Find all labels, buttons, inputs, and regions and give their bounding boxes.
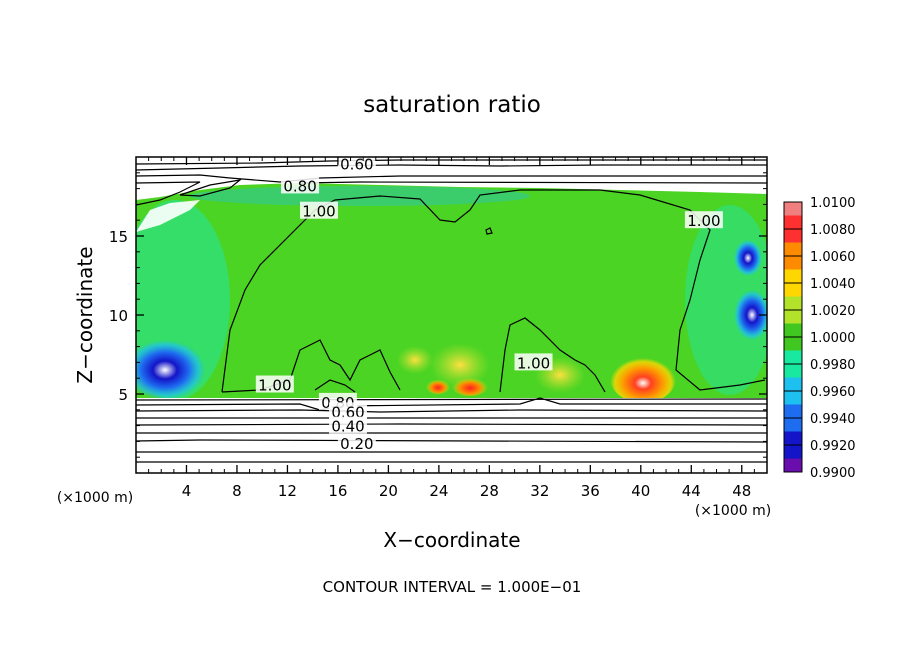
contour-label: 0.80 [283,177,316,195]
colorbar-segment [784,337,802,351]
contour-label: 1.00 [517,354,550,372]
x-tick-label: 12 [278,482,297,500]
colorbar-segment [784,458,802,472]
colorbar-segment [784,431,802,445]
colorbar-label: 1.0020 [810,304,856,319]
colorbar-label: 1.0040 [810,277,856,292]
colorbar: 1.0100 1.0080 1.0060 1.0040 1.0020 1.0000 0.99… [783,196,856,481]
y-tick-label: 15 [109,228,128,246]
contour-label: 0.60 [340,155,373,173]
colorbar-label: 1.0080 [810,223,856,238]
colorbar-segment [784,323,802,337]
x-tick-label: 32 [530,482,549,500]
colorbar-label: 0.9960 [810,385,856,400]
colorbar-segment [784,202,802,216]
contour-label-bg [337,433,376,451]
colorbar-segment [784,310,802,324]
y-tick-label: 5 [118,386,128,404]
contour-label-bg [329,402,368,420]
blue-zone-right [734,290,767,340]
x-axis: 4 8 12 16 20 24 28 32 36 40 44 48 [148,157,755,500]
x-unit-left: (×1000 m) [57,490,133,506]
yellow-patch-1 [430,343,490,387]
x-tick-label: 24 [429,482,448,500]
colorbar-segment [784,242,802,256]
contour-label: 0.40 [331,418,364,436]
colorbar-segment [784,269,802,283]
x-tick-label: 44 [682,482,701,500]
contour-label-bg [514,353,553,371]
plot-area [136,157,767,473]
y-tick-label: 10 [109,307,128,325]
colorbar-segment [784,215,802,229]
contour-label-bg [281,176,320,194]
colorbar-segment [784,377,802,391]
colorbar-segment [784,283,802,297]
contour-label: 0.20 [340,435,373,453]
colorbar-segment [784,364,802,378]
colorbar-label: 1.0000 [810,331,856,346]
x-axis-label: X−coordinate [383,528,520,552]
x-tick-label: 20 [379,482,398,500]
x-tick-label: 48 [732,482,751,500]
colorbar-segment [784,391,802,405]
colorbar-segment [784,418,802,432]
y-axis-label: Z−coordinate [73,246,97,383]
colorbar-label: 1.0100 [810,196,856,211]
contour-labels: 0.600.801.001.001.001.000.800.600.400.20 [255,154,723,453]
colorbar-label: 0.9920 [810,439,856,454]
contour-label-bg [329,416,368,434]
x-tick-label: 16 [328,482,347,500]
contour-label-bg [337,154,376,172]
x-tick-label: 36 [581,482,600,500]
cyan-zone-top [190,186,530,206]
contour-label-bg [684,211,723,229]
colorbar-segment [784,296,802,310]
colorbar-segment [784,404,802,418]
contour-label: 1.00 [258,377,291,395]
x-tick-label: 40 [631,482,650,500]
x-tick-label: 8 [232,482,242,500]
colorbar-segment [784,256,802,270]
chart-title: saturation ratio [363,92,541,118]
x-unit-right: (×1000 m) [695,503,771,519]
colorbar-label: 0.9900 [810,466,856,481]
red-hotspot-main [610,353,676,403]
blue-zone-left [136,340,205,400]
contour-interval-note: CONTOUR INTERVAL = 1.000E−01 [323,578,582,596]
colorbar-segment [784,445,802,459]
contour-label-bg [255,375,294,393]
colorbar-label: 0.9940 [810,412,856,427]
colorbar-segment [784,350,802,364]
yellow-patch-3 [397,346,433,374]
colorbar-segment [784,229,802,243]
upper-left-green-patch [136,200,200,232]
colorbar-label: 0.9980 [810,358,856,373]
red-hotspot-3 [426,378,450,394]
blue-zone-top-right [734,240,762,276]
saturation-field [136,183,767,400]
colorbar-label: 1.0060 [810,250,856,265]
x-tick-label: 4 [182,482,192,500]
red-hotspot-2 [452,376,488,396]
y-axis: 5 10 15 [109,172,767,458]
x-tick-label: 28 [480,482,499,500]
contour-label: 1.00 [687,212,720,230]
upper-dry-band [136,157,767,198]
contour-label-bg [299,201,338,219]
contour-label: 1.00 [302,203,335,221]
